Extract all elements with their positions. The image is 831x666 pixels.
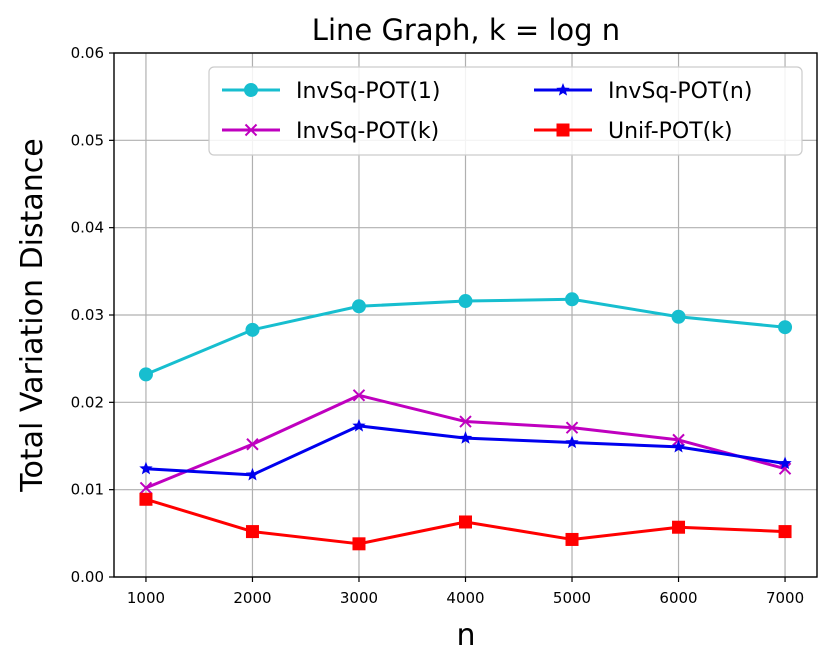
legend: InvSq-POT(1) InvSq-POT(n) InvSq-POT(k) Unif… [208, 66, 803, 156]
x-tick-label: 3000 [340, 589, 378, 607]
series-InvSq-POT(n) [139, 418, 792, 481]
data-point [778, 456, 792, 470]
data-point [139, 481, 153, 495]
data-point [565, 421, 579, 434]
legend-entry: InvSq-POT(k) [222, 119, 439, 144]
data-point [138, 367, 153, 382]
data-point [671, 309, 686, 324]
data-point [778, 320, 793, 335]
data-point [672, 520, 686, 534]
data-point [352, 418, 366, 432]
data-point [246, 438, 259, 451]
y-axis-label: Total Variation Distance [15, 138, 50, 492]
axis-ticks: 1000 2000 3000 4000 5000 6000 7000 0.00 0.01 0.02… [71, 44, 805, 607]
data-point [565, 292, 580, 307]
data-point [565, 435, 579, 449]
data-point [352, 389, 366, 402]
legend-marker [556, 123, 570, 137]
legend-label: Unif-POT(k) [608, 119, 733, 144]
data-point [245, 467, 260, 481]
data-point [778, 462, 792, 475]
legend-marker [244, 123, 258, 137]
legend-label: InvSq-POT(k) [296, 119, 439, 144]
x-tick-label: 7000 [766, 589, 804, 607]
legend-entry: Unif-POT(k) [534, 119, 733, 144]
legend-marker [556, 83, 570, 96]
data-point [458, 294, 473, 309]
data-point [245, 322, 260, 337]
x-tick-label: 2000 [233, 589, 271, 607]
legend-box [208, 66, 803, 156]
x-tick-label: 6000 [659, 589, 697, 607]
chart-title: Line Graph, k = log n [312, 13, 620, 47]
data-point [139, 492, 153, 506]
legend-label: InvSq-POT(1) [296, 79, 441, 104]
data-point [459, 415, 472, 428]
x-axis-label: n [456, 618, 475, 653]
data-point [458, 431, 473, 444]
data-point [245, 525, 259, 539]
data-point [351, 299, 366, 314]
data-point [352, 537, 366, 551]
data-point [459, 515, 472, 529]
series-Unif-POT(k) [139, 492, 792, 551]
legend-label: InvSq-POT(n) [608, 79, 752, 104]
y-tick-label: 0.01 [71, 481, 104, 499]
y-tick-label: 0.03 [71, 306, 104, 324]
x-tick-label: 4000 [446, 589, 484, 607]
legend-marker [244, 83, 258, 97]
x-tick-label: 5000 [553, 589, 591, 607]
series-layer [138, 292, 793, 551]
data-point [778, 525, 792, 539]
series-InvSq-POT(1) [138, 292, 793, 382]
data-point [565, 532, 579, 546]
y-tick-label: 0.05 [71, 131, 104, 149]
y-tick-label: 0.00 [71, 568, 104, 586]
y-tick-label: 0.02 [71, 393, 104, 411]
y-tick-label: 0.04 [71, 219, 104, 237]
legend-entry: InvSq-POT(n) [534, 79, 752, 104]
data-point [671, 439, 686, 453]
legend-entry: InvSq-POT(1) [222, 79, 441, 104]
data-point [139, 461, 153, 475]
y-tick-label: 0.06 [71, 44, 104, 62]
x-tick-label: 1000 [127, 589, 165, 607]
